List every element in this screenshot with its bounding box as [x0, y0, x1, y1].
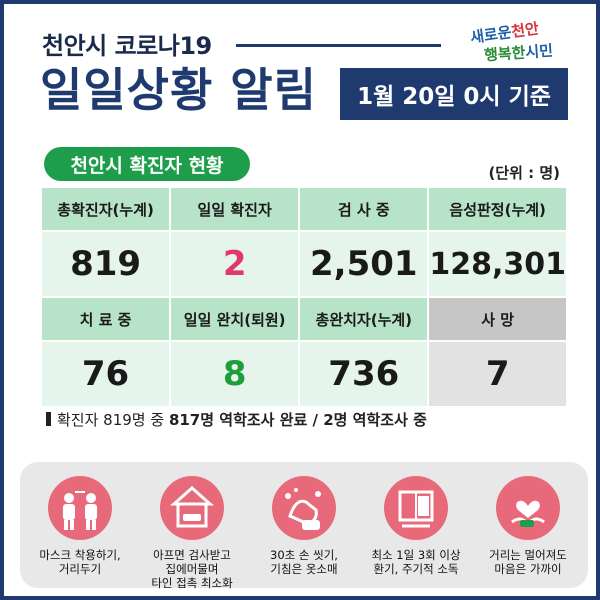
ventilation-icon — [384, 476, 448, 540]
rule-text-line: 환기, 주기적 소독 — [373, 562, 459, 576]
rule-text-line: 거리는 멀어져도 — [489, 548, 567, 562]
stat-label-total-recovered: 총완치자(누계) — [300, 298, 428, 340]
stats-grid: 총확진자(누계) 일일 확진자 검 사 중 음성판정(누계) 819 2 2,5… — [42, 188, 566, 406]
stat-label-deaths: 사 망 — [429, 298, 566, 340]
bullet-bar — [46, 412, 51, 426]
rule-item: 30초 손 씻기, 기침은 옷소매 — [250, 476, 358, 576]
header-subtitle: 천안시 코로나19 — [42, 32, 212, 60]
rule-text-line: 30초 손 씻기, — [270, 548, 338, 562]
logo-text-3: 행복한 — [483, 43, 527, 65]
stat-value-negative: 128,301 — [429, 232, 566, 296]
stat-label-daily: 일일 확진자 — [171, 188, 299, 230]
header-divider — [236, 44, 441, 47]
rule-item: 최소 1일 3회 이상 환기, 주기적 소독 — [362, 476, 470, 576]
city-slogan-logo: 새로운천안 행복한시민 — [469, 19, 588, 66]
stat-value-daily: 2 — [171, 232, 299, 296]
rule-text-line: 마스크 착용하기, — [39, 548, 121, 562]
rule-text-line: 거리두기 — [58, 562, 102, 576]
stat-label-negative: 음성판정(누계) — [429, 188, 566, 230]
section-title: 천안시 확진자 현황 — [44, 147, 250, 181]
rule-text-line: 최소 1일 3회 이상 — [371, 548, 461, 562]
stat-value-testing: 2,501 — [300, 232, 428, 296]
stat-value-deaths: 7 — [429, 342, 566, 406]
stay-home-icon — [160, 476, 224, 540]
rule-text-line: 마음은 가까이 — [494, 562, 562, 576]
page-title: 일일상황 알림 — [40, 63, 317, 117]
stat-value-total: 819 — [42, 232, 170, 296]
date-badge: 1월 20일 0시 기준 — [340, 68, 568, 120]
hand-wash-icon — [272, 476, 336, 540]
logo-text-4: 시민 — [524, 41, 554, 62]
logo-text-2: 천안 — [510, 19, 541, 41]
rule-text-line: 집에머물며 — [165, 562, 219, 576]
unit-label: (단위 : 명) — [488, 164, 560, 182]
rule-text-line: 타인 접촉 최소화 — [151, 576, 233, 590]
stat-value-daily-recovered: 8 — [171, 342, 299, 406]
stat-label-treating: 치 료 중 — [42, 298, 170, 340]
stat-value-total-recovered: 736 — [300, 342, 428, 406]
stat-label-total: 총확진자(누계) — [42, 188, 170, 230]
mask-distance-icon — [48, 476, 112, 540]
rule-text-line: 아프면 검사받고 — [153, 548, 231, 562]
investigation-note: 확진자 819명 중 817명 역학조사 완료 / 2명 역학조사 중 — [46, 409, 427, 430]
note-prefix: 확진자 819명 중 — [57, 411, 169, 429]
note-bold: 817명 역학조사 완료 / 2명 역학조사 중 — [168, 411, 427, 429]
stat-label-testing: 검 사 중 — [300, 188, 428, 230]
rule-item: 아프면 검사받고 집에머물며 타인 접촉 최소화 — [138, 476, 246, 590]
stat-label-daily-recovered: 일일 완치(퇴원) — [171, 298, 299, 340]
heart-hands-icon — [496, 476, 560, 540]
rule-item: 마스크 착용하기, 거리두기 — [26, 476, 134, 576]
prevention-rules: 마스크 착용하기, 거리두기 아프면 검사받고 집에머물며 타인 접촉 최소화 — [20, 462, 588, 590]
stat-value-treating: 76 — [42, 342, 170, 406]
rule-text-line: 기침은 옷소매 — [270, 562, 338, 576]
rule-item: 거리는 멀어져도 마음은 가까이 — [474, 476, 582, 576]
